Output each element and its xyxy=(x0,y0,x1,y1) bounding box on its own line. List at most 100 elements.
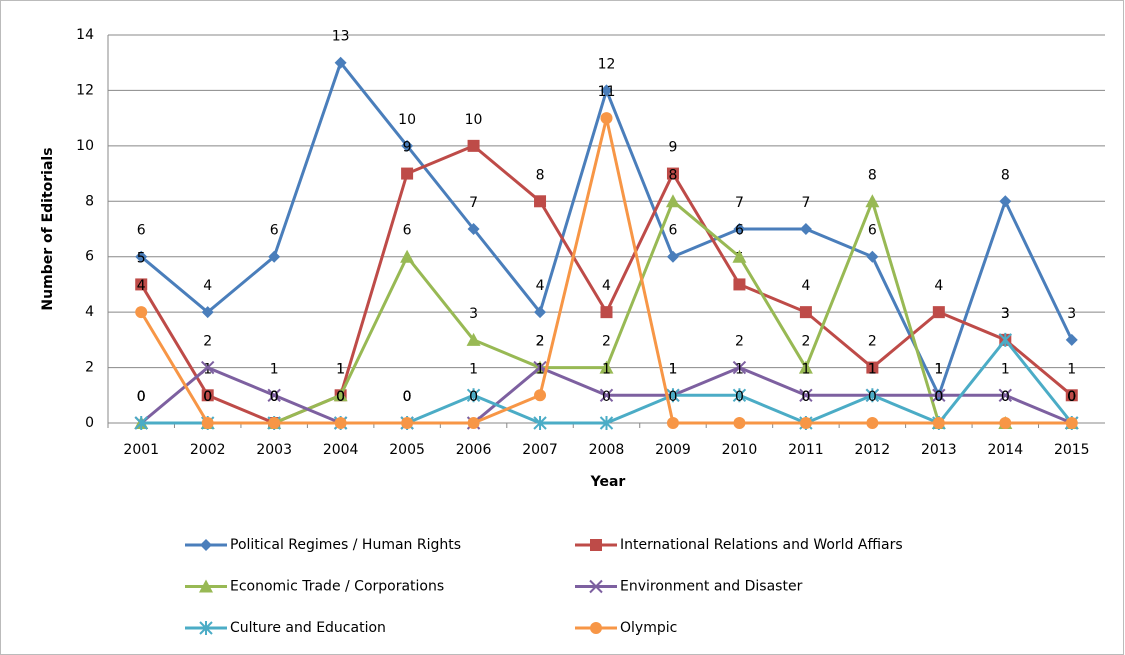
data-label: 2 xyxy=(536,334,545,350)
legend-marker xyxy=(199,621,213,635)
data-label: 0 xyxy=(934,389,943,405)
data-label: 0 xyxy=(137,389,146,405)
x-tick-label: 2010 xyxy=(722,442,758,458)
data-label: 4 xyxy=(137,278,146,294)
data-label: 4 xyxy=(203,278,212,294)
data-label: 1 xyxy=(270,361,279,377)
data-label: 0 xyxy=(270,389,279,405)
data-point xyxy=(135,250,148,263)
data-point xyxy=(534,195,547,208)
x-tick-label: 2011 xyxy=(788,442,824,458)
data-point xyxy=(600,306,613,319)
data-label: 0 xyxy=(868,389,877,405)
legend-label: Environment and Disaster xyxy=(620,579,803,595)
data-point xyxy=(267,388,281,402)
data-point xyxy=(533,416,547,430)
data-point xyxy=(732,249,747,263)
data-point xyxy=(1065,417,1078,429)
data-point xyxy=(600,84,613,97)
data-point xyxy=(467,223,480,235)
data-label: 8 xyxy=(669,167,678,183)
data-point xyxy=(201,417,214,429)
data-label: 0 xyxy=(403,389,412,405)
data-label: 13 xyxy=(332,29,350,45)
legend-marker xyxy=(200,539,212,551)
data-point xyxy=(932,417,945,429)
data-label: 7 xyxy=(801,195,810,211)
data-label: 4 xyxy=(536,278,545,294)
data-point xyxy=(135,306,148,319)
data-point xyxy=(599,416,614,430)
data-point xyxy=(866,361,879,374)
data-point xyxy=(733,417,746,429)
data-label: 8 xyxy=(536,167,545,183)
data-point xyxy=(135,278,148,291)
y-tick-label: 2 xyxy=(85,360,94,376)
legend-label: Olympic xyxy=(620,620,677,636)
x-tick-label: 2013 xyxy=(921,442,957,458)
data-point xyxy=(400,249,415,263)
data-label: 9 xyxy=(669,140,678,156)
data-point xyxy=(999,195,1012,208)
x-axis-title: Year xyxy=(590,474,626,490)
y-tick-label: 12 xyxy=(76,82,94,98)
data-point xyxy=(466,388,481,403)
data-label: 1 xyxy=(735,361,744,377)
data-point xyxy=(799,223,812,235)
y-tick-label: 14 xyxy=(76,27,94,43)
data-point xyxy=(733,223,746,235)
x-tick-label: 2003 xyxy=(256,442,292,458)
data-label: 10 xyxy=(398,112,416,128)
data-point xyxy=(201,389,214,402)
data-label: 2 xyxy=(602,334,611,350)
data-point xyxy=(334,56,347,69)
data-label: 1 xyxy=(602,361,611,377)
data-point xyxy=(334,417,347,429)
data-point xyxy=(533,360,547,375)
x-tick-label: 2004 xyxy=(323,442,359,458)
data-label: 1 xyxy=(868,361,877,377)
x-tick-label: 2006 xyxy=(456,442,492,458)
data-point xyxy=(999,417,1012,429)
data-label: 1 xyxy=(1067,361,1076,377)
data-label: 1 xyxy=(469,361,478,377)
data-label: 7 xyxy=(735,195,744,211)
data-label: 2 xyxy=(203,334,212,350)
data-label: 1 xyxy=(336,361,345,377)
data-label: 0 xyxy=(1001,389,1010,405)
data-label: 6 xyxy=(270,223,279,239)
data-label: 0 xyxy=(669,389,678,405)
x-tick-label: 2008 xyxy=(589,442,625,458)
data-label: 0 xyxy=(203,389,212,405)
data-label: 0 xyxy=(1067,389,1076,405)
data-point xyxy=(799,306,812,319)
data-point xyxy=(1065,389,1078,402)
data-label: 6 xyxy=(868,223,877,239)
data-point xyxy=(534,389,547,402)
data-point xyxy=(401,139,414,152)
data-label: 0 xyxy=(203,389,212,405)
data-label: 0 xyxy=(336,389,345,405)
y-axis-title: Number of Editorials xyxy=(40,147,56,310)
data-label: 0 xyxy=(137,389,146,405)
data-point xyxy=(599,360,614,374)
data-label: 1 xyxy=(934,361,943,377)
x-tick-label: 2014 xyxy=(987,442,1023,458)
legend-marker xyxy=(589,579,603,594)
data-label: 0 xyxy=(801,389,810,405)
data-label: 7 xyxy=(469,195,478,211)
data-label: 0 xyxy=(934,389,943,405)
data-label: 2 xyxy=(801,334,810,350)
data-point xyxy=(467,417,480,429)
x-tick-label: 2009 xyxy=(655,442,691,458)
data-point xyxy=(666,167,679,180)
data-label: 12 xyxy=(598,56,616,72)
data-label: 6 xyxy=(403,223,412,239)
data-point xyxy=(866,417,879,429)
data-point xyxy=(932,388,946,402)
x-tick-label: 2005 xyxy=(389,442,425,458)
data-label: 1 xyxy=(801,361,810,377)
data-label: 0 xyxy=(270,389,279,405)
